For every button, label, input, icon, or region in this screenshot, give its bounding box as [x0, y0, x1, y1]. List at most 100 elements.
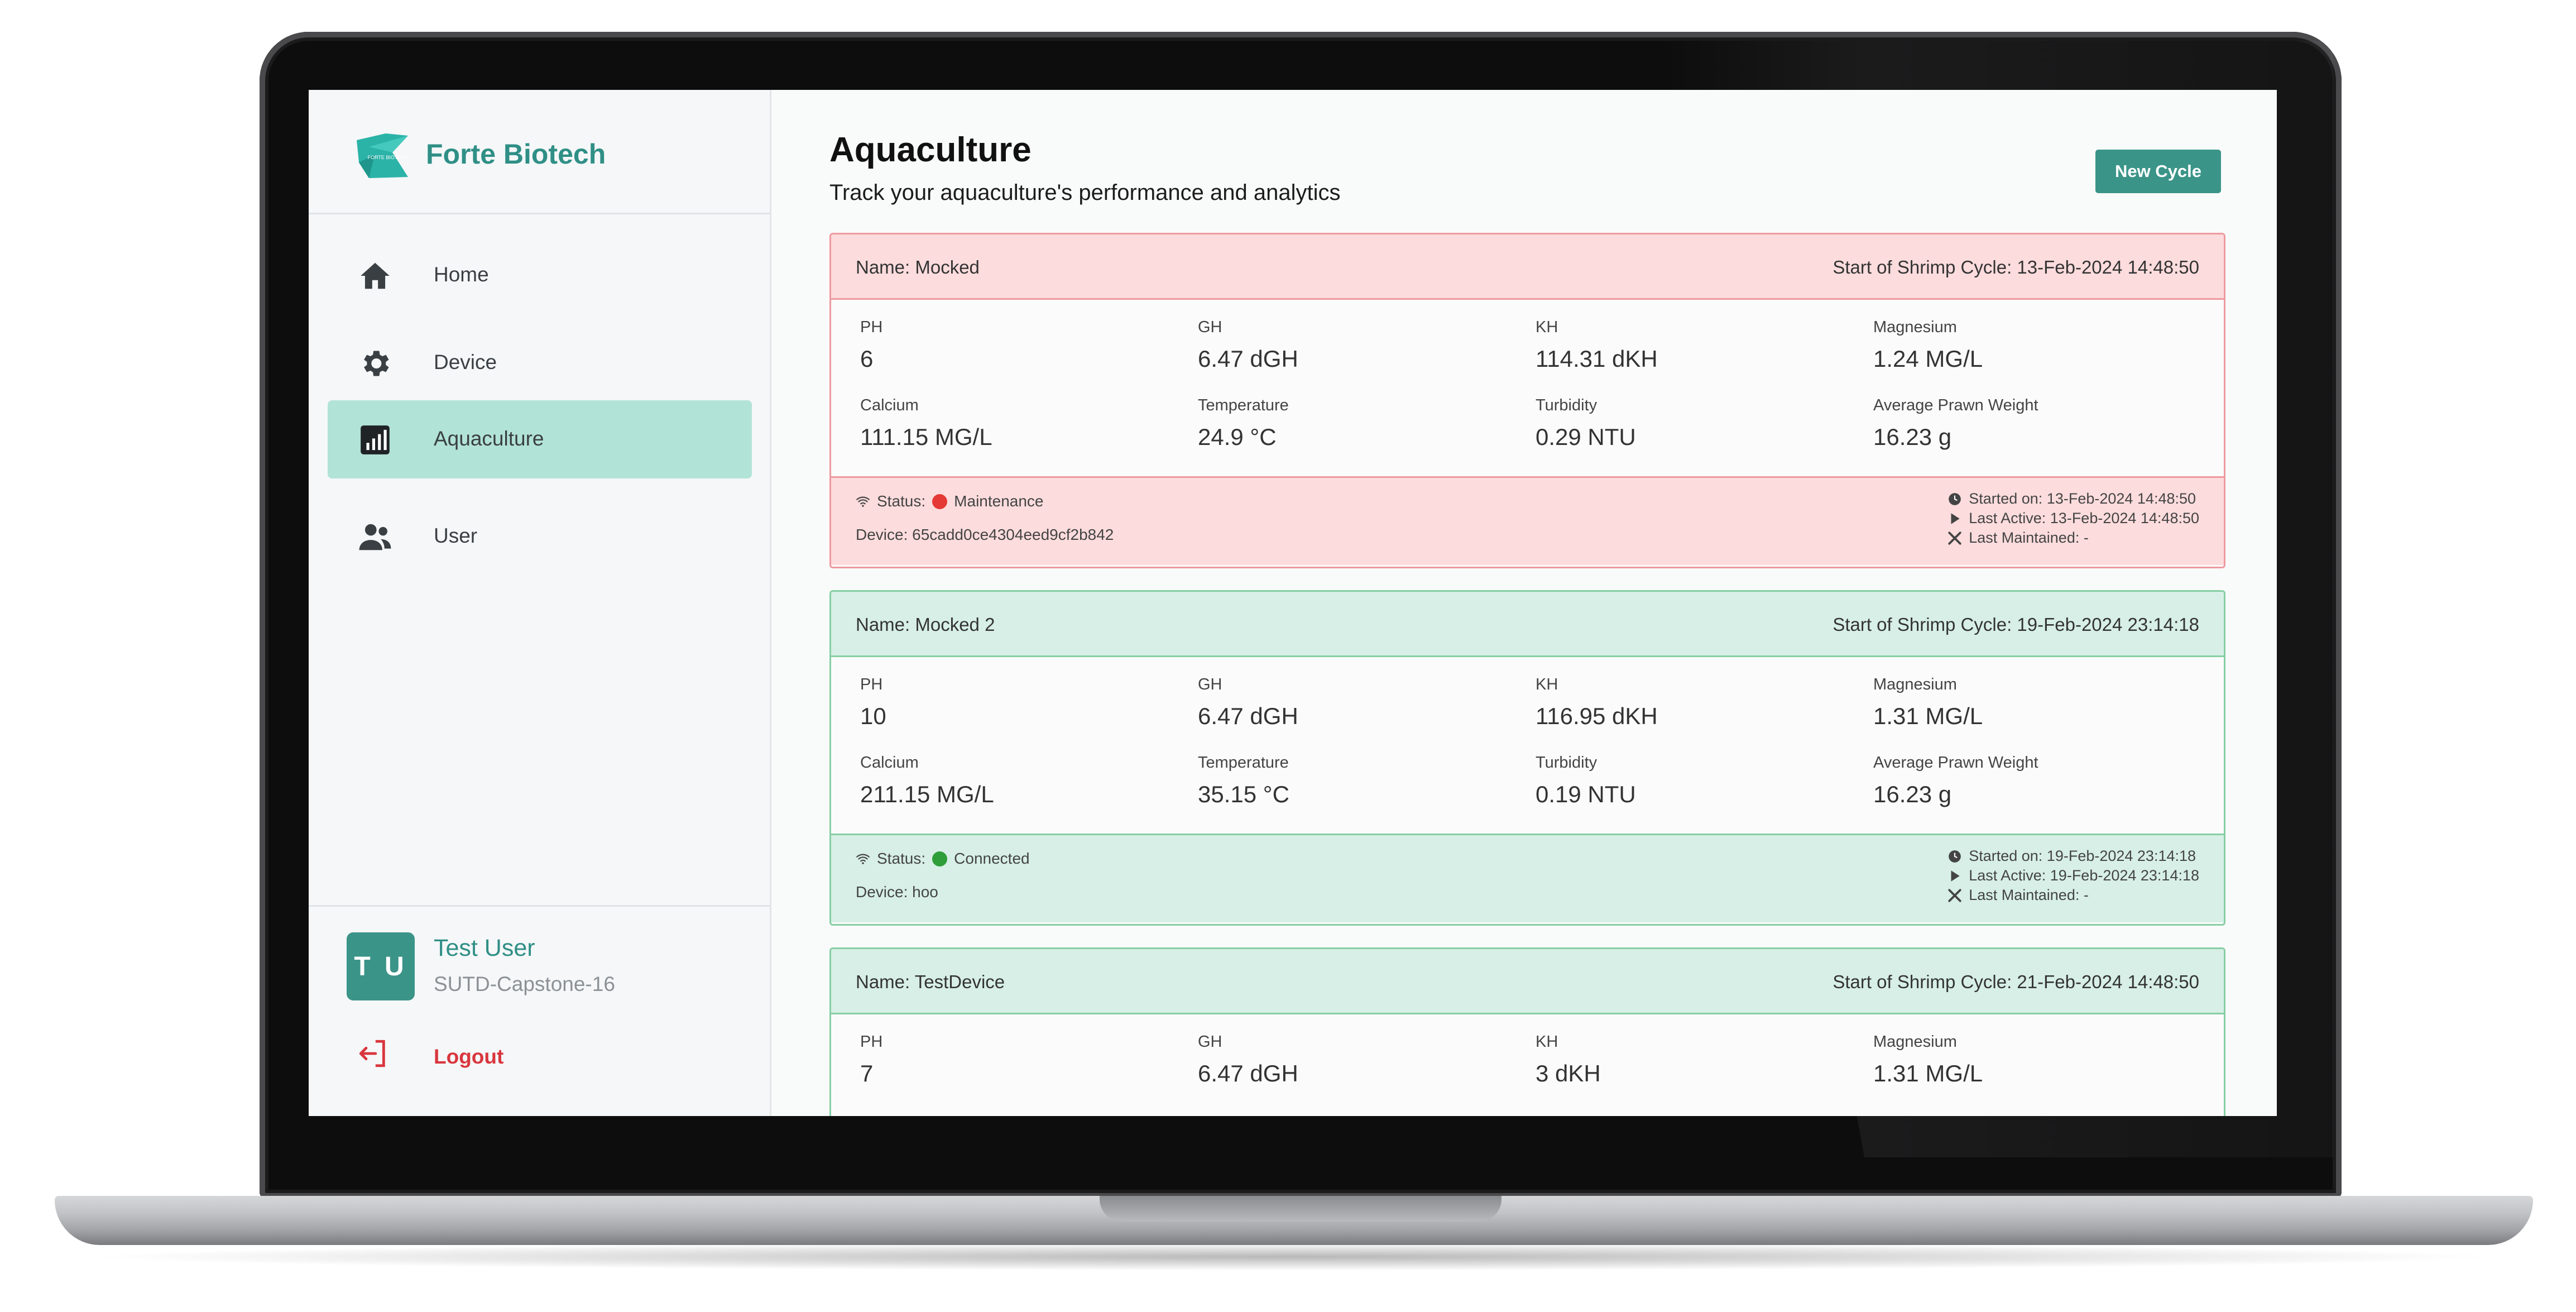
- metric-value: 16.23 g: [1873, 781, 1952, 807]
- metric-kh: KH 116.95 dKH: [1536, 676, 1658, 730]
- metric-calcium: Calcium 111.15 MG/L: [860, 396, 992, 451]
- metric-value: 211.15 MG/L: [860, 781, 994, 807]
- started-on: Started on: 13-Feb-2024 14:48:50: [1969, 490, 2196, 507]
- metric-kh: KH 114.31 dKH: [1536, 318, 1658, 372]
- metric-label: Magnesium: [1873, 1033, 1957, 1051]
- sidebar-item-label: User: [434, 524, 478, 547]
- tools-icon: [1948, 531, 1961, 545]
- page-title: Aquaculture: [829, 131, 1032, 169]
- metric-label: Calcium: [860, 396, 919, 414]
- app-screen: FORTE BIOTECH Forte Biotech Home Device: [309, 90, 2277, 1116]
- metric-gh: GH 6.47 dGH: [1198, 1033, 1298, 1087]
- page-subtitle: Track your aquaculture's performance and…: [829, 180, 1341, 205]
- metric-prawn-weight: Average Prawn Weight 16.23 g: [1873, 754, 2038, 808]
- sidebar-item-user[interactable]: User: [328, 497, 752, 576]
- metric-value: 111.15 MG/L: [860, 424, 992, 450]
- metric-label: PH: [860, 318, 883, 336]
- status-value: Connected: [954, 850, 1030, 867]
- metric-ph: PH 6: [860, 318, 882, 372]
- cycle-start: Start of Shrimp Cycle: 13-Feb-2024 14:48…: [1833, 257, 2199, 277]
- device-id: Device: hoo: [856, 883, 938, 901]
- metric-magnesium: Magnesium 1.31 MG/L: [1873, 676, 1983, 730]
- metric-label: Calcium: [860, 754, 919, 772]
- last-active: Last Active: 13-Feb-2024 14:48:50: [1969, 510, 2199, 526]
- play-icon: [1951, 513, 1960, 524]
- wifi-icon: [856, 854, 870, 864]
- logo-text: FORTE BIOTECH: [368, 155, 409, 160]
- card-footer: Status: Connected Device: hoo Started on…: [831, 834, 2224, 922]
- bar-chart-icon: [361, 425, 390, 454]
- card-header: Name: Mocked Start of Shrimp Cycle: 13-F…: [831, 234, 2224, 300]
- metric-gh: GH 6.47 dGH: [1198, 676, 1298, 730]
- cycle-start: Start of Shrimp Cycle: 21-Feb-2024 14:48…: [1833, 971, 2199, 992]
- metric-turbidity: Turbidity 0.29 NTU: [1536, 396, 1636, 451]
- metric-value: 1.31 MG/L: [1873, 1060, 1983, 1086]
- metric-value: 0.29 NTU: [1536, 424, 1636, 450]
- user-profile: T U Test User SUTD-Capstone-16 Logout: [309, 905, 770, 1116]
- metric-temperature: Temperature 24.9 °C: [1198, 396, 1289, 451]
- user-name: Test User: [434, 935, 535, 961]
- metric-calcium: Calcium 211.15 MG/L: [860, 754, 994, 808]
- sidebar-item-aquaculture[interactable]: Aquaculture: [328, 400, 752, 478]
- metric-kh: KH 3 dKH: [1536, 1033, 1601, 1087]
- cycle-card[interactable]: Name: TestDevice Start of Shrimp Cycle: …: [829, 947, 2225, 1116]
- metric-value: 7: [860, 1060, 874, 1086]
- sidebar-item-label: Aquaculture: [434, 427, 544, 450]
- users-icon: [359, 524, 391, 550]
- metric-label: PH: [860, 1033, 883, 1051]
- metric-magnesium: Magnesium 1.24 MG/L: [1873, 318, 1983, 372]
- user-org: SUTD-Capstone-16: [434, 973, 615, 995]
- metric-label: Turbidity: [1536, 754, 1598, 772]
- status-value: Maintenance: [954, 492, 1044, 510]
- metric-ph: PH 7: [860, 1033, 882, 1087]
- started-on: Started on: 19-Feb-2024 23:14:18: [1969, 847, 2196, 864]
- metric-temperature: Temperature 35.15 °C: [1198, 754, 1289, 808]
- metric-value: 6.47 dGH: [1198, 346, 1298, 372]
- play-icon: [1951, 870, 1960, 882]
- metric-value: 6.47 dGH: [1198, 1060, 1298, 1086]
- cycle-start: Start of Shrimp Cycle: 19-Feb-2024 23:14…: [1833, 614, 2199, 635]
- new-cycle-button[interactable]: New Cycle: [2095, 150, 2221, 193]
- cycle-name: Name: Mocked: [856, 257, 980, 277]
- metric-prawn-weight: Average Prawn Weight 16.23 g: [1873, 396, 2038, 451]
- forte-biotech-logo[interactable]: FORTE BIOTECH: [352, 130, 414, 180]
- metric-value: 3 dKH: [1536, 1060, 1601, 1086]
- sidebar: FORTE BIOTECH Forte Biotech Home Device: [309, 90, 771, 1116]
- logout-icon[interactable]: [357, 1036, 389, 1071]
- laptop-hinge-notch: [1100, 1196, 1502, 1222]
- status-dot: [932, 851, 948, 866]
- wifi-icon: [856, 496, 870, 507]
- status-label: Status:: [877, 850, 926, 867]
- home-icon: [361, 262, 390, 289]
- metric-label: GH: [1198, 318, 1222, 336]
- metric-label: Turbidity: [1536, 396, 1598, 414]
- metric-gh: GH 6.47 dGH: [1198, 318, 1298, 372]
- metric-value: 6.47 dGH: [1198, 703, 1298, 729]
- logout-button[interactable]: Logout: [434, 1045, 504, 1068]
- metric-value: 6: [860, 346, 874, 372]
- cycle-timestamps: Started on: 19-Feb-2024 23:14:18 Last Ac…: [1947, 846, 2199, 905]
- last-maintained: Last Maintained: -: [1969, 887, 2089, 903]
- sidebar-item-home[interactable]: Home: [328, 236, 752, 314]
- clock-icon: [1949, 850, 1961, 863]
- metric-label: KH: [1536, 1033, 1558, 1051]
- status-line: Status: Connected: [856, 850, 1030, 868]
- metric-label: GH: [1198, 1033, 1222, 1051]
- sidebar-item-device[interactable]: Device: [328, 324, 752, 402]
- cycle-card[interactable]: Name: Mocked Start of Shrimp Cycle: 13-F…: [829, 233, 2225, 568]
- metric-label: Average Prawn Weight: [1873, 396, 2038, 414]
- metric-value: 114.31 dKH: [1536, 346, 1658, 372]
- last-active: Last Active: 19-Feb-2024 23:14:18: [1969, 867, 2199, 884]
- metric-value: 1.24 MG/L: [1873, 346, 1983, 372]
- cycle-card[interactable]: Name: Mocked 2 Start of Shrimp Cycle: 19…: [829, 590, 2225, 926]
- metric-label: Average Prawn Weight: [1873, 754, 2038, 772]
- metric-label: Magnesium: [1873, 318, 1957, 336]
- status-dot: [932, 494, 948, 509]
- avatar[interactable]: T U: [347, 932, 415, 1000]
- metric-label: Magnesium: [1873, 676, 1957, 693]
- status-line: Status: Maintenance: [856, 492, 1044, 510]
- metric-label: KH: [1536, 676, 1558, 693]
- cycle-timestamps: Started on: 13-Feb-2024 14:48:50 Last Ac…: [1947, 489, 2199, 548]
- cycle-name: Name: Mocked 2: [856, 614, 995, 635]
- metric-label: PH: [860, 676, 883, 693]
